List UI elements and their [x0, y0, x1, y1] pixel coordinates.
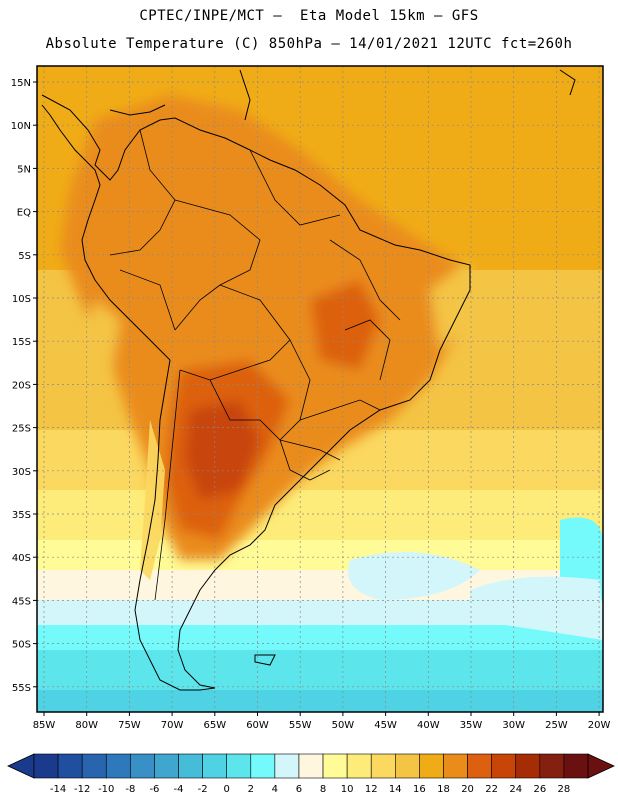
lat-lon-grid — [37, 66, 603, 712]
colorbar-swatch — [346, 753, 372, 779]
longitude-labels: 85W 80W 75W 70W 65W 60W 55W 50W 45W 40W 35W 30W 25W 2… — [33, 712, 611, 731]
lat-label: 40S — [12, 553, 31, 564]
colorbar-tick-label: 10 — [341, 784, 354, 795]
lat-label: 5S — [18, 251, 31, 262]
lon-label: 45W — [374, 720, 397, 731]
colorbar-swatch — [395, 753, 420, 779]
colorbar-swatch — [539, 753, 565, 779]
lon-label: 30W — [502, 720, 525, 731]
lon-label: 60W — [246, 720, 269, 731]
colorbar-swatch — [81, 753, 107, 779]
colorbar-min-arrow — [7, 753, 35, 779]
colorbar-swatch — [178, 753, 203, 779]
colorbar-swatch — [298, 753, 324, 779]
colorbar-tick-label: 14 — [389, 784, 402, 795]
lat-label: 15S — [12, 337, 31, 348]
colorbar-swatch — [443, 753, 468, 779]
colorbar-tick-label: -12 — [74, 784, 90, 795]
lat-label: 35S — [12, 510, 31, 521]
lat-label: 25S — [12, 424, 31, 435]
title-line-1: CPTEC/INPE/MCT – Eta Model 15km – GFS — [139, 8, 479, 24]
colorbar-swatch — [226, 753, 252, 779]
colorbar-swatch — [33, 753, 59, 779]
lon-label: 80W — [75, 720, 98, 731]
colorbar-tick-label: 0 — [224, 784, 230, 795]
colorbar-swatch — [467, 753, 492, 779]
map-frame — [36, 65, 604, 713]
lon-label: 55W — [289, 720, 312, 731]
lon-label: 35W — [460, 720, 483, 731]
colorbar-swatch — [370, 753, 396, 779]
lat-label: 50S — [12, 640, 31, 651]
colorbar-tick-label: 20 — [461, 784, 474, 795]
colorbar-tick-label: -2 — [198, 784, 208, 795]
colorbar-tick-label: 2 — [248, 784, 254, 795]
colorbar-swatch — [57, 753, 83, 779]
colorbar-tick-label: -14 — [50, 784, 66, 795]
colorbar-tick-label: 8 — [320, 784, 326, 795]
colorbar-tick-label: 22 — [485, 784, 498, 795]
title-line-2: Absolute Temperature (C) 850hPa – 14/01/… — [45, 36, 573, 52]
colorbar-tick-label: 4 — [272, 784, 278, 795]
colorbar-tick-label: -4 — [174, 784, 184, 795]
lat-label: 15N — [11, 78, 31, 89]
lat-label: 10N — [11, 121, 31, 132]
colorbar-swatch — [154, 753, 179, 779]
colorbar-max-arrow — [587, 753, 615, 779]
lon-label: 75W — [118, 720, 141, 731]
colorbar-tick-label: 12 — [365, 784, 378, 795]
colorbar-tick-label: 26 — [533, 784, 546, 795]
coastlines — [41, 69, 576, 691]
lat-label: 5N — [17, 164, 31, 175]
colorbar-tick-label: 18 — [437, 784, 450, 795]
lat-label: EQ — [17, 208, 31, 219]
colorbar-swatch — [515, 753, 541, 779]
lon-label: 25W — [545, 720, 568, 731]
lon-label: 70W — [161, 720, 184, 731]
colorbar-tick-label: -8 — [125, 784, 135, 795]
colorbar-swatch — [274, 753, 300, 779]
colorbar-tick-labels: -14 -12 -10 -8 -6 -4 -2 0 2 4 6 8 10 12 14 16 18 20 22 24 26… — [50, 784, 570, 795]
lon-label: 20W — [588, 720, 611, 731]
lat-label: 30S — [12, 467, 31, 478]
colorbar-swatch — [250, 753, 276, 779]
colorbar-tick-label: -10 — [98, 784, 114, 795]
colorbar-swatch — [322, 753, 348, 779]
colorbar-swatch — [563, 753, 589, 779]
colorbar-tick-label: 16 — [413, 784, 426, 795]
colorbar-tick-label: 28 — [558, 784, 571, 795]
colorbar-swatch — [491, 753, 517, 779]
colorbar — [7, 753, 615, 779]
colorbar-swatch — [105, 753, 131, 779]
lon-label: 85W — [33, 720, 56, 731]
colorbar-tick-label: 6 — [296, 784, 302, 795]
temperature-field — [37, 66, 603, 712]
lon-label: 40W — [417, 720, 440, 731]
latitude-labels: 15N 10N 5N EQ 5S 10S 15S 20S 25S 30S 35S 40S 45S 50S 5… — [11, 78, 37, 694]
lat-label: 10S — [12, 294, 31, 305]
lat-label: 45S — [12, 596, 31, 607]
lat-label: 20S — [12, 380, 31, 391]
colorbar-tick-label: -6 — [149, 784, 159, 795]
lat-label: 55S — [12, 683, 31, 694]
lon-label: 65W — [203, 720, 226, 731]
country-borders — [109, 129, 401, 601]
colorbar-swatch — [202, 753, 227, 779]
colorbar-swatch — [130, 753, 155, 779]
colorbar-tick-label: 24 — [509, 784, 522, 795]
colorbar-swatch — [419, 753, 444, 779]
lon-label: 50W — [332, 720, 355, 731]
